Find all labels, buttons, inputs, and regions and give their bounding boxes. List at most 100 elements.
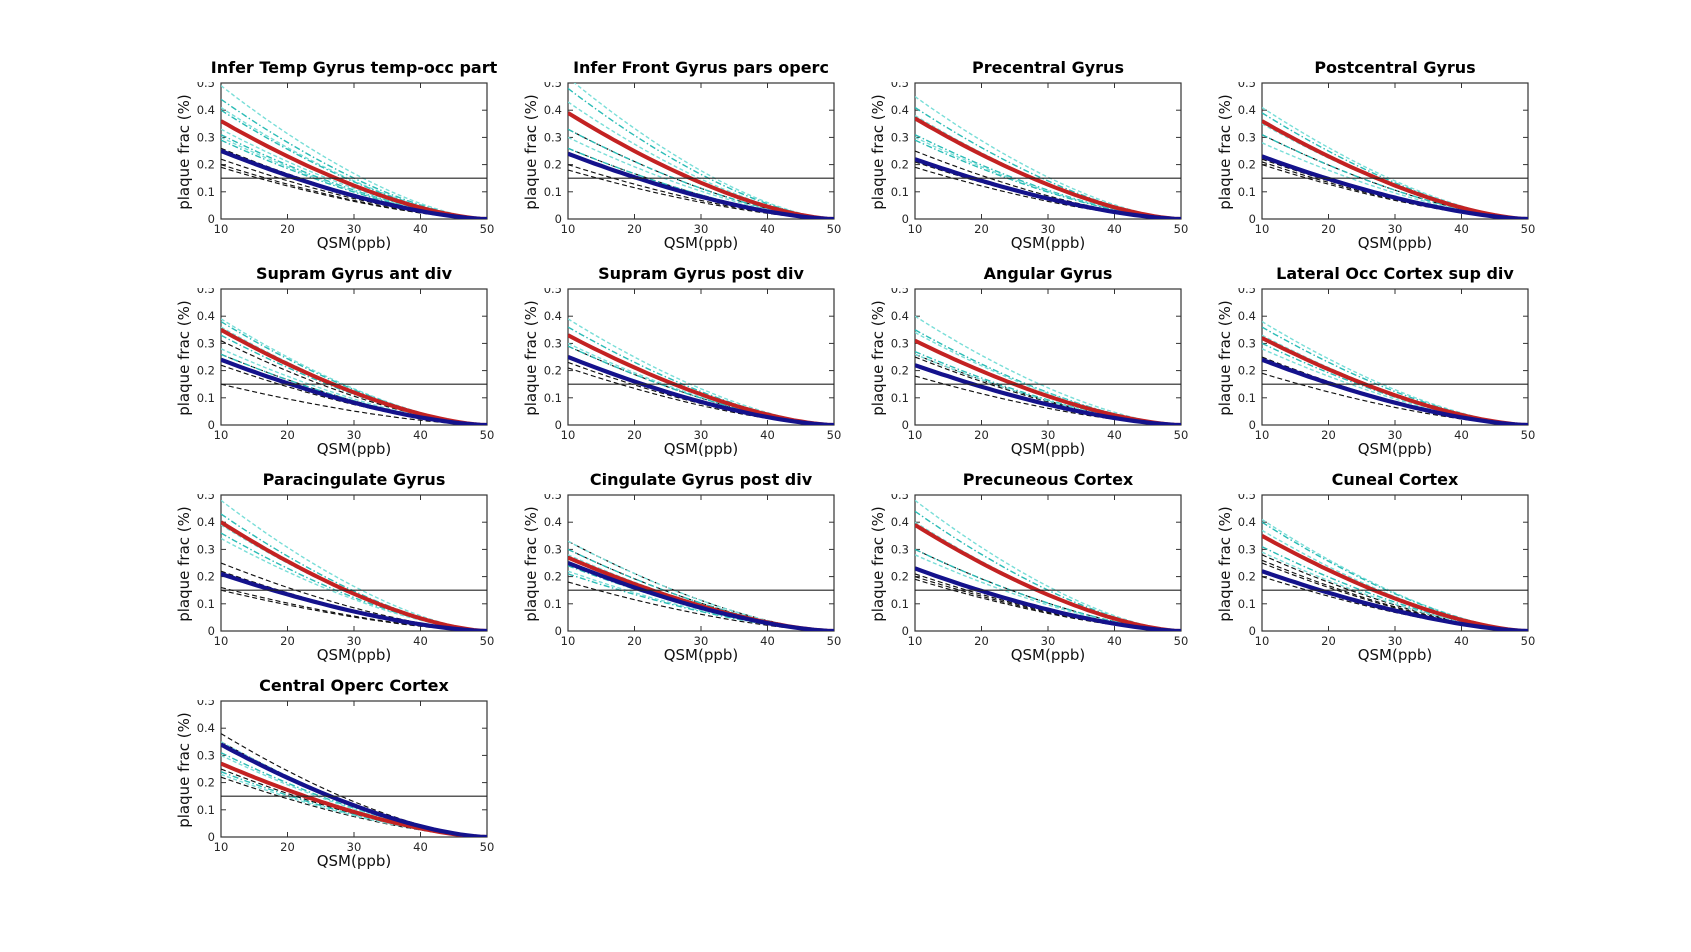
curves-group [1262,106,1528,219]
cyan-dashed-curve [915,315,1181,425]
x-tick-label: 20 [1321,222,1336,236]
black-dashed-curve [221,166,487,219]
subplot-title: Paracingulate Gyrus [262,470,446,489]
x-tick-label: 10 [908,634,923,648]
cyan-dashed-curve [915,331,1181,425]
x-axis-label: QSM(ppb) [1357,440,1433,458]
y-tick-label: 0.1 [197,185,215,199]
blue-mean-curve [915,157,1181,219]
blue-mean-curve [568,355,834,425]
plot-area: 10 20 30 40 50 0 0.1 0.2 0.3 0.4 0.5 [544,82,842,236]
cyan-dashed-curve [915,134,1181,219]
cyan-dashed-curve [221,318,487,425]
cyan-dashed-curve [1262,112,1528,219]
y-tick-label: 0.4 [197,515,215,529]
black-dashed-curve [568,345,834,425]
subplot: Lateral Occ Cortex sup div plaque frac (… [1200,254,1547,460]
blue-mean-curve [1262,154,1528,219]
x-tick-label: 50 [480,840,495,854]
y-tick-label: 0.3 [1238,336,1256,350]
subplot-title: Infer Front Gyrus pars operc [573,58,829,77]
x-axis-label: QSM(ppb) [1357,646,1433,664]
black-dashed-curve [568,128,834,219]
y-tick-label: 0.2 [1238,570,1256,584]
y-tick-label: 0.2 [197,364,215,378]
plot-area: 10 20 30 40 50 0 0.1 0.2 0.3 0.4 0.5 [891,288,1189,442]
curves-group [915,499,1181,631]
y-tick-label: 0.3 [197,336,215,350]
x-tick-label: 50 [827,634,842,648]
x-tick-label: 30 [1388,222,1403,236]
y-tick-label: 0.5 [891,288,909,296]
x-axis-label: QSM(ppb) [1357,234,1433,252]
x-tick-label: 10 [1255,428,1270,442]
cyan-dashed-curve [1262,551,1528,631]
cyan-dashed-curve [568,101,834,219]
blue-mean-curve [221,149,487,219]
subplot-title: Postcentral Gyrus [1314,58,1476,77]
curves-group [221,85,487,219]
x-axis-label: QSM(ppb) [1010,440,1086,458]
cyan-dashed-curve [1262,106,1528,219]
plot-area: 10 20 30 40 50 0 0.1 0.2 0.3 0.4 0.5 [891,494,1189,648]
black-dashed-curve [1262,570,1528,631]
cyan-dashed-curve [221,139,487,219]
curves-group [221,318,487,425]
black-dashed-curve [1262,158,1528,219]
y-tick-label: 0.5 [891,82,909,90]
x-tick-label: 10 [214,840,229,854]
x-tick-label: 10 [908,428,923,442]
y-tick-label: 0.2 [197,776,215,790]
x-tick-label: 30 [347,840,362,854]
black-dashed-curve [221,570,487,631]
x-tick-label: 50 [1521,428,1536,442]
cyan-dashed-curve [1262,348,1528,425]
x-tick-label: 40 [760,634,775,648]
x-tick-label: 40 [760,428,775,442]
y-tick-label: 0 [1249,212,1256,226]
y-tick-label: 0.2 [544,364,562,378]
red-mean-curve [1262,119,1528,219]
plot-area: 10 20 30 40 50 0 0.1 0.2 0.3 0.4 0.5 [544,288,842,442]
plot-area: 10 20 30 40 50 0 0.1 0.2 0.3 0.4 0.5 [1238,288,1536,442]
y-tick-label: 0.4 [544,103,562,117]
y-tick-label: 0.1 [544,185,562,199]
black-dashed-curve [221,340,487,425]
y-tick-label: 0.3 [891,542,909,556]
red-mean-curve [568,111,834,219]
x-axis-label: QSM(ppb) [316,852,392,870]
subplot: Precentral Gyrus plaque frac (%) 10 20 30 4… [853,48,1200,254]
plot-area: 10 20 30 40 50 0 0.1 0.2 0.3 0.4 0.5 [197,700,495,854]
blue-mean-curve [1262,569,1528,631]
x-tick-label: 20 [280,840,295,854]
subplot: Central Operc Cortex plaque frac (%) 10 2… [159,666,506,872]
x-tick-label: 30 [347,428,362,442]
black-dashed-curve [1262,359,1528,425]
x-tick-label: 20 [974,428,989,442]
x-tick-label: 50 [480,428,495,442]
y-tick-label: 0.5 [544,288,562,296]
subplot: Paracingulate Gyrus plaque frac (%) 10 20… [159,460,506,666]
y-tick-label: 0.1 [197,391,215,405]
x-tick-label: 40 [1454,222,1469,236]
cyan-dashed-curve [915,353,1181,425]
y-tick-label: 0 [555,212,562,226]
y-tick-label: 0.1 [891,597,909,611]
cyan-dashed-curve [221,537,487,631]
subplot-title: Supram Gyrus post div [598,264,804,283]
x-tick-label: 40 [1107,428,1122,442]
y-tick-label: 0.2 [1238,364,1256,378]
x-tick-label: 40 [1454,634,1469,648]
subplot-title: Infer Temp Gyrus temp-occ part [210,58,498,77]
black-dashed-curve [915,576,1181,631]
black-dashed-curve [221,741,487,837]
black-dashed-curve [915,353,1181,425]
y-tick-label: 0.4 [197,721,215,735]
x-tick-label: 50 [1174,222,1189,236]
cyan-dashed-curve [915,521,1181,631]
cyan-dashed-curve [1262,142,1528,219]
x-tick-label: 20 [280,634,295,648]
subplot-title: Lateral Occ Cortex sup div [1276,264,1514,283]
plot-area: 10 20 30 40 50 0 0.1 0.2 0.3 0.4 0.5 [1238,82,1536,236]
